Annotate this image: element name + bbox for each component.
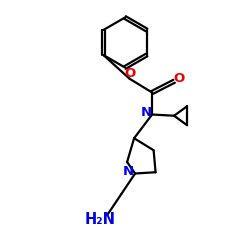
Text: N: N: [122, 165, 134, 178]
Text: O: O: [173, 72, 184, 85]
Text: H₂N: H₂N: [85, 212, 116, 228]
Text: O: O: [124, 67, 136, 80]
Text: N: N: [140, 106, 151, 119]
